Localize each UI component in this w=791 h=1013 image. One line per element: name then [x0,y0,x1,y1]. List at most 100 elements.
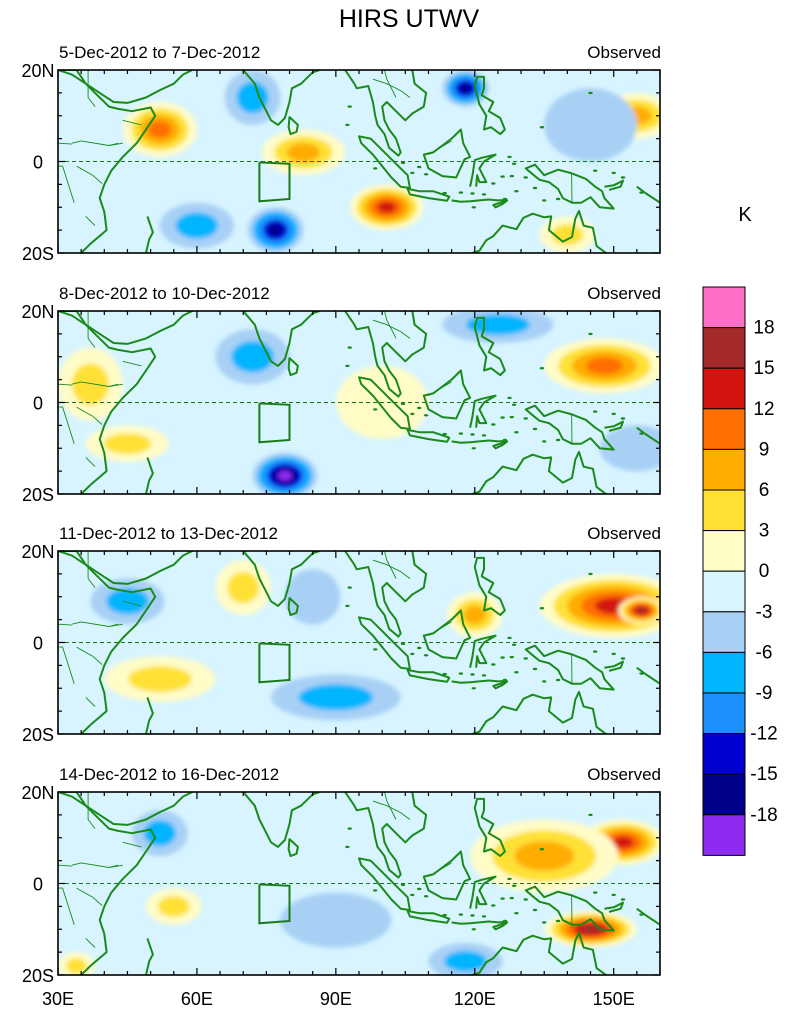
coastline-india [234,551,320,607]
island-22 [345,364,350,368]
coastline-arabia [58,551,193,585]
contour-level-5-5 [268,224,283,236]
colorbar-level-label: 6 [759,480,770,501]
island-12 [555,438,561,442]
y-tick-label: 20N [21,542,54,562]
y-tick-label: 0 [33,394,43,414]
contour-blobs [90,560,660,721]
contour-level-3-3 [286,143,321,162]
colorbar-box [702,692,746,735]
border-line-2 [71,621,123,627]
coastline-taiwan [476,530,483,542]
contour-level-7-1 [280,892,392,948]
island-26 [639,672,644,675]
island-29 [593,169,598,172]
y-tick-label: 20S [22,966,54,986]
island-10 [532,427,538,431]
contour-level-6-2 [466,314,530,336]
coastline-philippines [473,316,506,377]
contour-level-4-5 [377,201,397,214]
island-1 [523,657,528,660]
island-25 [620,176,626,179]
colorbar-box [702,814,746,856]
coastline-newBritain [604,901,624,913]
contour-level-4-2 [227,571,260,604]
border-line-5 [122,360,142,367]
border-line-12 [428,621,452,636]
island-6 [481,674,487,677]
colorbar-level-label: 15 [753,358,774,379]
contour-level-7-1 [599,425,660,472]
border-line-4 [58,887,75,925]
island-1 [523,417,528,420]
figure-title: HIRS UTWV [339,5,480,33]
island-14 [442,672,447,676]
island-17 [417,646,422,650]
island-6 [481,193,487,196]
coastline-solomon [636,666,660,686]
island-27 [539,126,545,129]
colorbar-box [702,651,746,694]
island-9 [514,190,519,193]
coastline-newBritain [604,660,624,672]
island-10 [532,908,538,912]
island-18 [410,171,415,175]
island-23 [471,447,476,450]
coastline-africa [58,70,157,253]
border-line-3 [76,646,103,665]
island-16 [423,654,429,657]
colorbar-level-label: 18 [753,318,774,339]
island-8 [491,904,496,907]
panel-4-label: Observed [587,765,661,784]
island-8 [491,182,496,185]
coastline-newBritain [604,420,624,432]
panel-1-coastlines [58,70,660,253]
island-7 [470,192,475,195]
island-12 [555,678,561,682]
island-5 [511,884,517,887]
island-3 [500,897,505,900]
panel-4-field [58,792,660,975]
island-19 [400,642,406,646]
island-9 [514,912,519,915]
coastline-timor [492,440,509,450]
y-tick-label: 20N [21,302,54,322]
contour-level-7-5 [459,83,472,93]
panel-1-label: Observed [587,43,661,62]
panel-4-period: 14-Dec-2012 to 16-Dec-2012 [59,765,279,784]
island-3 [500,175,505,178]
island-22 [345,123,350,127]
coastline-philippines [473,797,506,857]
colorbar-level-label: -9 [756,683,773,704]
border-line-6 [108,623,119,627]
border-line-9 [372,559,411,579]
island-17 [417,887,422,891]
coastline-borneo [422,850,472,901]
coastline-taiwan [476,771,483,783]
coastline-lesserSunda [451,198,508,203]
island-20 [373,167,378,170]
border-line-2 [71,862,123,868]
x-tick-label: 150E [593,989,635,1009]
coastline-java [406,669,451,683]
y-tick-label: 20S [22,244,54,264]
coastline-solomon [636,907,660,927]
island-13 [502,438,508,442]
island-19 [400,883,406,887]
colorbar-box [702,570,746,613]
island-15 [458,913,464,916]
border-line-10 [384,311,397,339]
island-15 [458,191,464,194]
island-2 [509,174,514,178]
border-line-1 [87,551,96,588]
coastline-australia [468,931,608,975]
contour-level-1-4 [148,121,172,138]
island-28 [588,813,593,817]
coastline-borneo [422,369,472,420]
border-line-12 [428,862,452,877]
x-tick-label: 120E [454,989,496,1009]
island-24 [611,412,616,416]
island-25 [620,417,626,420]
study-region-box [258,161,291,203]
border-line-3 [76,406,103,425]
